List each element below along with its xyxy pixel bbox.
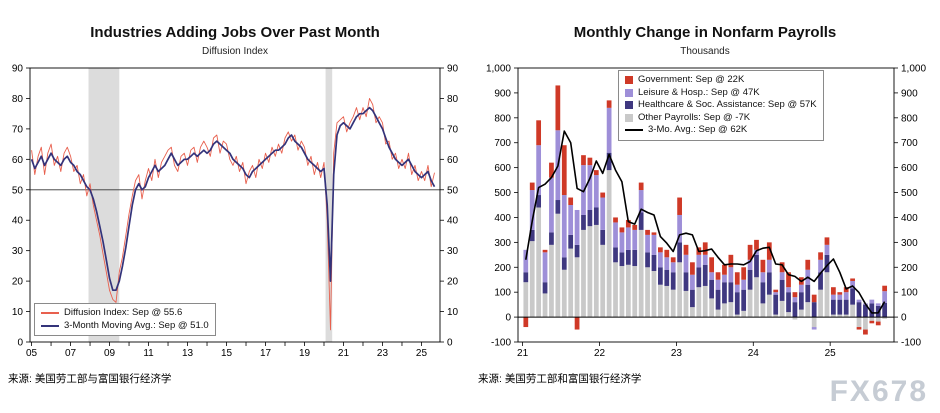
payrolls-chart-plot: -100 -100 0 0 100 100 200 200 300 300 400 400 500 500… xyxy=(486,64,926,360)
legend-label-other-payrolls: Other Payrolls: Sep @ -7K xyxy=(638,111,751,123)
diffusion-chart-plot: 0 0 10 10 20 20 30 30 40 40 50 50 60 60 70 70 80 80 90 90 05… xyxy=(12,64,459,360)
payrolls-chart-subtitle: Thousands xyxy=(680,46,730,57)
svg-text:900: 900 xyxy=(494,88,511,99)
svg-text:600: 600 xyxy=(494,163,511,174)
svg-text:300: 300 xyxy=(494,238,511,249)
svg-text:1,000: 1,000 xyxy=(486,64,511,75)
left-source-note: 来源: 美国劳工部与富国银行经济学 xyxy=(8,373,172,385)
svg-text:0: 0 xyxy=(447,338,453,349)
diffusion-chart-subtitle: Diffusion Index xyxy=(202,46,268,57)
svg-text:0: 0 xyxy=(901,313,907,324)
svg-text:800: 800 xyxy=(901,113,918,124)
svg-text:20: 20 xyxy=(12,277,24,288)
legend-item-moving-avg: 3-Month Moving Avg.: Sep @ 51.0 xyxy=(41,320,209,333)
svg-text:19: 19 xyxy=(299,348,311,359)
svg-text:17: 17 xyxy=(260,348,272,359)
svg-text:10: 10 xyxy=(447,307,459,318)
legend-item-3mo-avg: 3-Mo. Avg.: Sep @ 62K xyxy=(625,124,817,137)
svg-text:400: 400 xyxy=(901,213,918,224)
diffusion-chart-title: Industries Adding Jobs Over Past Month xyxy=(90,24,380,41)
svg-text:11: 11 xyxy=(143,348,154,359)
svg-text:600: 600 xyxy=(901,163,918,174)
diffusion-chart-panel: Industries Adding Jobs Over Past Month D… xyxy=(8,24,459,385)
legend-item-healthcare: Healthcare & Soc. Assistance: Sep @ 57K xyxy=(625,99,817,112)
svg-text:40: 40 xyxy=(447,216,459,227)
svg-text:700: 700 xyxy=(494,138,511,149)
fx678-watermark: FX678 xyxy=(829,375,928,408)
svg-text:21: 21 xyxy=(517,348,529,359)
legend-label-leisure: Leisure & Hosp.: Sep @ 47K xyxy=(638,86,760,98)
legend-label-government: Government: Sep @ 22K xyxy=(638,74,745,85)
government-swatch xyxy=(625,76,633,85)
svg-text:70: 70 xyxy=(12,124,24,135)
svg-text:500: 500 xyxy=(494,188,511,199)
svg-text:900: 900 xyxy=(901,88,918,99)
svg-text:50: 50 xyxy=(447,185,459,196)
svg-text:07: 07 xyxy=(65,348,77,359)
svg-text:500: 500 xyxy=(901,188,918,199)
svg-text:24: 24 xyxy=(748,348,760,359)
diffusion-index-line-swatch xyxy=(41,312,59,315)
legend-label-healthcare: Healthcare & Soc. Assistance: Sep @ 57K xyxy=(638,99,817,110)
svg-text:25: 25 xyxy=(416,348,428,359)
moving-avg-line-swatch xyxy=(41,324,59,327)
payrolls-chart-panel: Monthly Change in Nonfarm Payrolls Thous… xyxy=(470,0,940,413)
right-source-note: 来源: 美国劳工部和富国银行经济学 xyxy=(478,373,642,385)
svg-text:30: 30 xyxy=(447,246,459,257)
svg-text:80: 80 xyxy=(447,94,459,105)
healthcare-swatch xyxy=(625,101,633,110)
svg-text:400: 400 xyxy=(494,213,511,224)
svg-text:200: 200 xyxy=(494,263,511,274)
payrolls-chart-title: Monthly Change in Nonfarm Payrolls xyxy=(573,24,837,41)
svg-text:90: 90 xyxy=(12,64,24,75)
svg-text:22: 22 xyxy=(594,348,606,359)
svg-text:13: 13 xyxy=(182,348,194,359)
svg-text:10: 10 xyxy=(12,307,24,318)
payrolls-legend: Government: Sep @ 22K Leisure & Hosp.: S… xyxy=(618,70,824,141)
svg-text:-100: -100 xyxy=(901,338,921,349)
svg-text:0: 0 xyxy=(17,338,23,349)
svg-text:60: 60 xyxy=(12,155,24,166)
svg-text:300: 300 xyxy=(901,238,918,249)
legend-label-moving-avg: 3-Month Moving Avg.: Sep @ 51.0 xyxy=(64,319,209,331)
svg-text:23: 23 xyxy=(377,348,389,359)
svg-text:200: 200 xyxy=(901,263,918,274)
leisure-swatch xyxy=(625,88,633,97)
svg-text:30: 30 xyxy=(12,246,24,257)
svg-text:23: 23 xyxy=(671,348,683,359)
svg-text:60: 60 xyxy=(447,155,459,166)
other-payrolls-swatch xyxy=(625,113,633,122)
diffusion-legend: Diffusion Index: Sep @ 55.6 3-Month Movi… xyxy=(34,303,216,336)
legend-item-leisure: Leisure & Hosp.: Sep @ 47K xyxy=(625,87,817,100)
legend-item-other-payrolls: Other Payrolls: Sep @ -7K xyxy=(625,112,817,125)
svg-text:80: 80 xyxy=(12,94,24,105)
legend-item-diffusion-index: Diffusion Index: Sep @ 55.6 xyxy=(41,307,209,320)
legend-label-3mo-avg: 3-Mo. Avg.: Sep @ 62K xyxy=(648,124,748,135)
svg-text:15: 15 xyxy=(221,348,233,359)
svg-text:-100: -100 xyxy=(491,338,511,349)
legend-item-government: Government: Sep @ 22K xyxy=(625,74,817,87)
svg-text:1,000: 1,000 xyxy=(901,64,926,75)
svg-text:800: 800 xyxy=(494,113,511,124)
svg-text:05: 05 xyxy=(26,348,38,359)
svg-text:100: 100 xyxy=(494,288,511,299)
svg-text:100: 100 xyxy=(901,288,918,299)
svg-text:09: 09 xyxy=(104,348,116,359)
legend-label-diffusion-index: Diffusion Index: Sep @ 55.6 xyxy=(64,307,183,318)
svg-text:21: 21 xyxy=(338,348,350,359)
svg-text:700: 700 xyxy=(901,138,918,149)
svg-text:40: 40 xyxy=(12,216,24,227)
svg-text:70: 70 xyxy=(447,124,459,135)
svg-text:90: 90 xyxy=(447,64,459,75)
svg-text:0: 0 xyxy=(505,313,511,324)
three-month-avg-line-swatch xyxy=(625,129,643,132)
svg-text:20: 20 xyxy=(447,277,459,288)
svg-text:50: 50 xyxy=(12,185,24,196)
svg-text:25: 25 xyxy=(825,348,837,359)
